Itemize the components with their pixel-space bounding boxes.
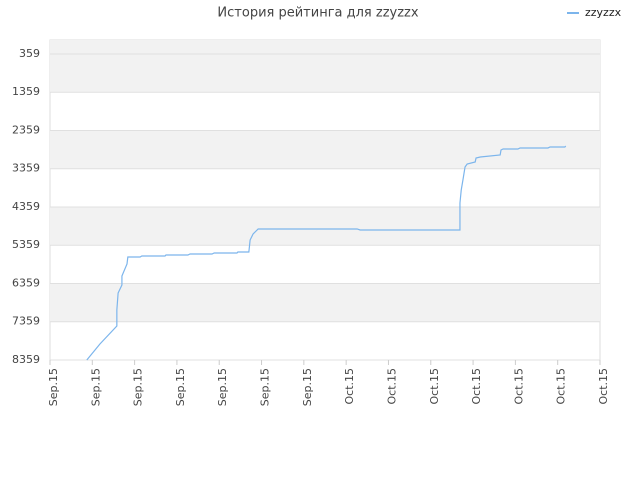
x-tick-label: Oct.15 (512, 368, 525, 405)
x-tick-label: Sep.15 (174, 368, 187, 406)
y-tick-label: 3359 (12, 162, 40, 175)
y-tick-label: 6359 (12, 276, 40, 289)
y-tick-label: 7359 (12, 315, 40, 328)
band (50, 40, 600, 54)
y-tick-label: 8359 (12, 353, 40, 366)
legend-label: zzyzzx (585, 6, 622, 19)
y-tick-label: 1359 (12, 85, 40, 98)
x-tick-label: Oct.15 (555, 368, 568, 405)
x-tick-label: Sep.15 (301, 368, 314, 406)
band (50, 53, 600, 93)
x-tick-label: Oct.15 (428, 368, 441, 405)
x-tick-label: Oct.15 (470, 368, 483, 405)
y-tick-label: 4359 (12, 200, 40, 213)
chart-title: История рейтинга для zzyzzx (217, 6, 418, 21)
x-tick-label: Oct.15 (597, 368, 610, 405)
x-tick-label: Sep.15 (259, 368, 272, 406)
x-tick-label: Sep.15 (216, 368, 229, 406)
band (50, 130, 600, 169)
x-tick-label: Oct.15 (343, 368, 356, 405)
band (50, 206, 600, 246)
series-line (86, 145, 567, 361)
x-tick-label: Oct.15 (385, 368, 398, 405)
band (50, 283, 600, 322)
x-tick-label: Sep.15 (132, 368, 145, 406)
x-tick-label: Sep.15 (47, 368, 60, 406)
y-tick-label: 2359 (12, 123, 40, 136)
y-tick-label: 359 (19, 47, 40, 60)
y-tick-label: 5359 (12, 238, 40, 251)
x-tick-label: Sep.15 (89, 368, 102, 406)
